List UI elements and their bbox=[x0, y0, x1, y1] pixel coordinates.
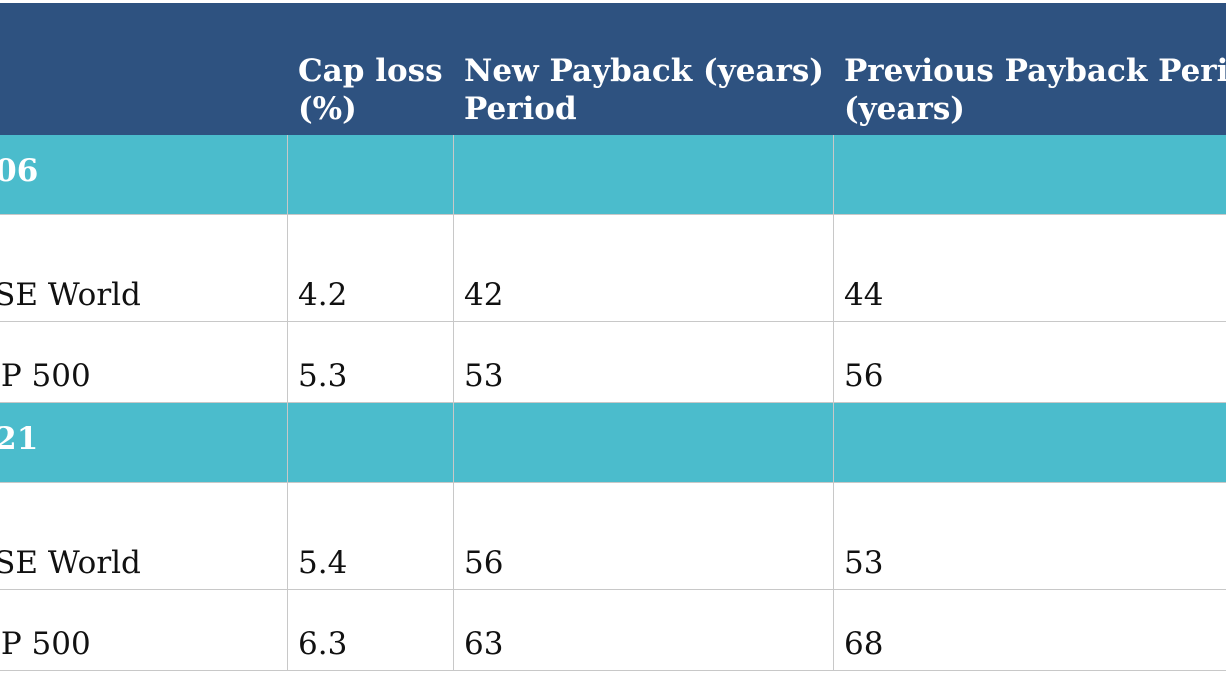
group-label: 2006 bbox=[0, 134, 288, 215]
row-name: S&P 500 bbox=[0, 321, 288, 403]
header-row: Cap loss (%) New Payback (years) Period Pr… bbox=[0, 3, 1226, 135]
table-header: Cap loss (%) New Payback (years) Period Pr… bbox=[0, 3, 1226, 135]
header-new-payback-line2: Period bbox=[464, 91, 577, 127]
header-new-payback-line1: New Payback (years) bbox=[464, 53, 824, 89]
header-previous-payback-line1: Previous Payback Period bbox=[844, 53, 1226, 89]
cap-loss-cell: 5.4 bbox=[287, 482, 454, 590]
row-name: FTSE World bbox=[0, 482, 288, 590]
group-label: 2021 bbox=[0, 402, 288, 483]
new-payback-cell: 42 bbox=[453, 214, 834, 322]
new-payback-cell: 56 bbox=[453, 482, 834, 590]
table-body: 2006 FTSE World 4.2 42 44 S&P 500 5.3 53… bbox=[0, 134, 1226, 671]
cap-loss-cell: 4.2 bbox=[287, 214, 454, 322]
payback-table: Cap loss (%) New Payback (years) Period Pr… bbox=[0, 3, 1226, 671]
header-cap-loss: Cap loss (%) bbox=[287, 3, 454, 135]
table-row: S&P 500 6.3 63 68 bbox=[0, 589, 1226, 671]
table-row: FTSE World 5.4 56 53 bbox=[0, 482, 1226, 590]
cap-loss-cell: 6.3 bbox=[287, 589, 454, 671]
previous-payback-cell: 44 bbox=[833, 214, 1226, 322]
header-empty bbox=[0, 3, 288, 135]
group-row-2006: 2006 bbox=[0, 134, 1226, 215]
header-cap-loss-line1: Cap loss bbox=[298, 53, 443, 89]
header-previous-payback: Previous Payback Period(years) bbox=[833, 3, 1226, 135]
table-row: FTSE World 4.2 42 44 bbox=[0, 214, 1226, 322]
group-row-2021: 2021 bbox=[0, 402, 1226, 483]
cap-loss-cell: 5.3 bbox=[287, 321, 454, 403]
group-empty-cell bbox=[287, 134, 454, 215]
group-empty-cell bbox=[833, 402, 1226, 483]
previous-payback-cell: 56 bbox=[833, 321, 1226, 403]
table-row: S&P 500 5.3 53 56 bbox=[0, 321, 1226, 403]
group-empty-cell bbox=[453, 402, 834, 483]
header-cap-loss-line2: (%) bbox=[298, 91, 357, 127]
header-new-payback: New Payback (years) Period bbox=[453, 3, 834, 135]
new-payback-cell: 63 bbox=[453, 589, 834, 671]
previous-payback-cell: 68 bbox=[833, 589, 1226, 671]
group-empty-cell bbox=[833, 134, 1226, 215]
group-empty-cell bbox=[287, 402, 454, 483]
group-empty-cell bbox=[453, 134, 834, 215]
previous-payback-cell: 53 bbox=[833, 482, 1226, 590]
row-name: FTSE World bbox=[0, 214, 288, 322]
new-payback-cell: 53 bbox=[453, 321, 834, 403]
header-previous-payback-line2: (years) bbox=[844, 91, 965, 127]
row-name: S&P 500 bbox=[0, 589, 288, 671]
